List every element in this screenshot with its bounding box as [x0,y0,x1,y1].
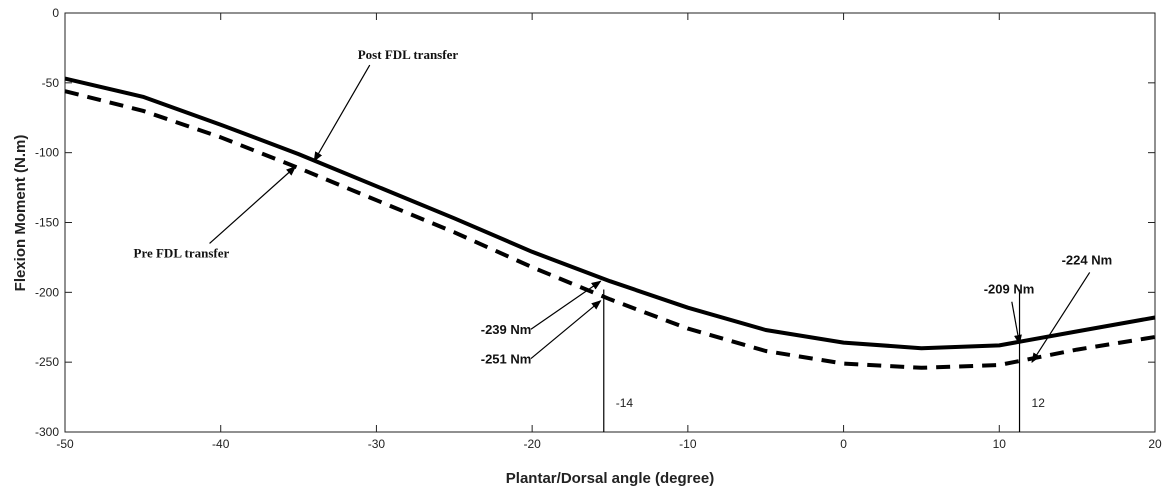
x-tick-label: 10 [993,437,1007,451]
annotation-arrow [1011,301,1022,345]
series-line-post-fdl [64,76,1156,351]
angle-marker-label: -14 [616,396,634,410]
annotation-label: -251 Nm [481,352,532,367]
annotation-label: Post FDL transfer [358,47,459,62]
annotation-arrow [530,280,602,330]
y-tick-label: -200 [35,285,59,299]
y-axis-title: Flexion Moment (N.m) [12,135,29,292]
annotation-arrow [313,64,371,162]
annotation-arrow [530,300,602,360]
y-tick-label: -250 [35,355,59,369]
annotation-label: Pre FDL transfer [134,245,230,260]
annotation-label: -209 Nm [984,282,1035,297]
annotation-label: -224 Nm [1062,252,1113,267]
y-tick-label: -50 [42,76,60,90]
x-tick-label: -30 [368,437,386,451]
annotation-arrow [1031,272,1091,364]
angle-marker-label: 12 [1032,396,1046,410]
x-tick-label: -50 [56,437,74,451]
y-tick-label: 0 [52,6,59,20]
y-tick-label: -100 [35,146,59,160]
x-tick-label: -20 [523,437,541,451]
y-tick-label: -150 [35,216,59,230]
series-line-pre-fdl [64,89,1156,370]
x-tick-label: 20 [1148,437,1162,451]
x-tick-label: 0 [840,437,847,451]
y-tick-label: -300 [35,425,59,439]
annotation-label: -239 Nm [481,322,532,337]
annotation-arrow [209,165,297,244]
x-axis-title: Plantar/Dorsal angle (degree) [506,470,714,487]
x-tick-label: -10 [679,437,697,451]
x-tick-label: -40 [212,437,230,451]
plot-area-frame [64,12,1156,433]
